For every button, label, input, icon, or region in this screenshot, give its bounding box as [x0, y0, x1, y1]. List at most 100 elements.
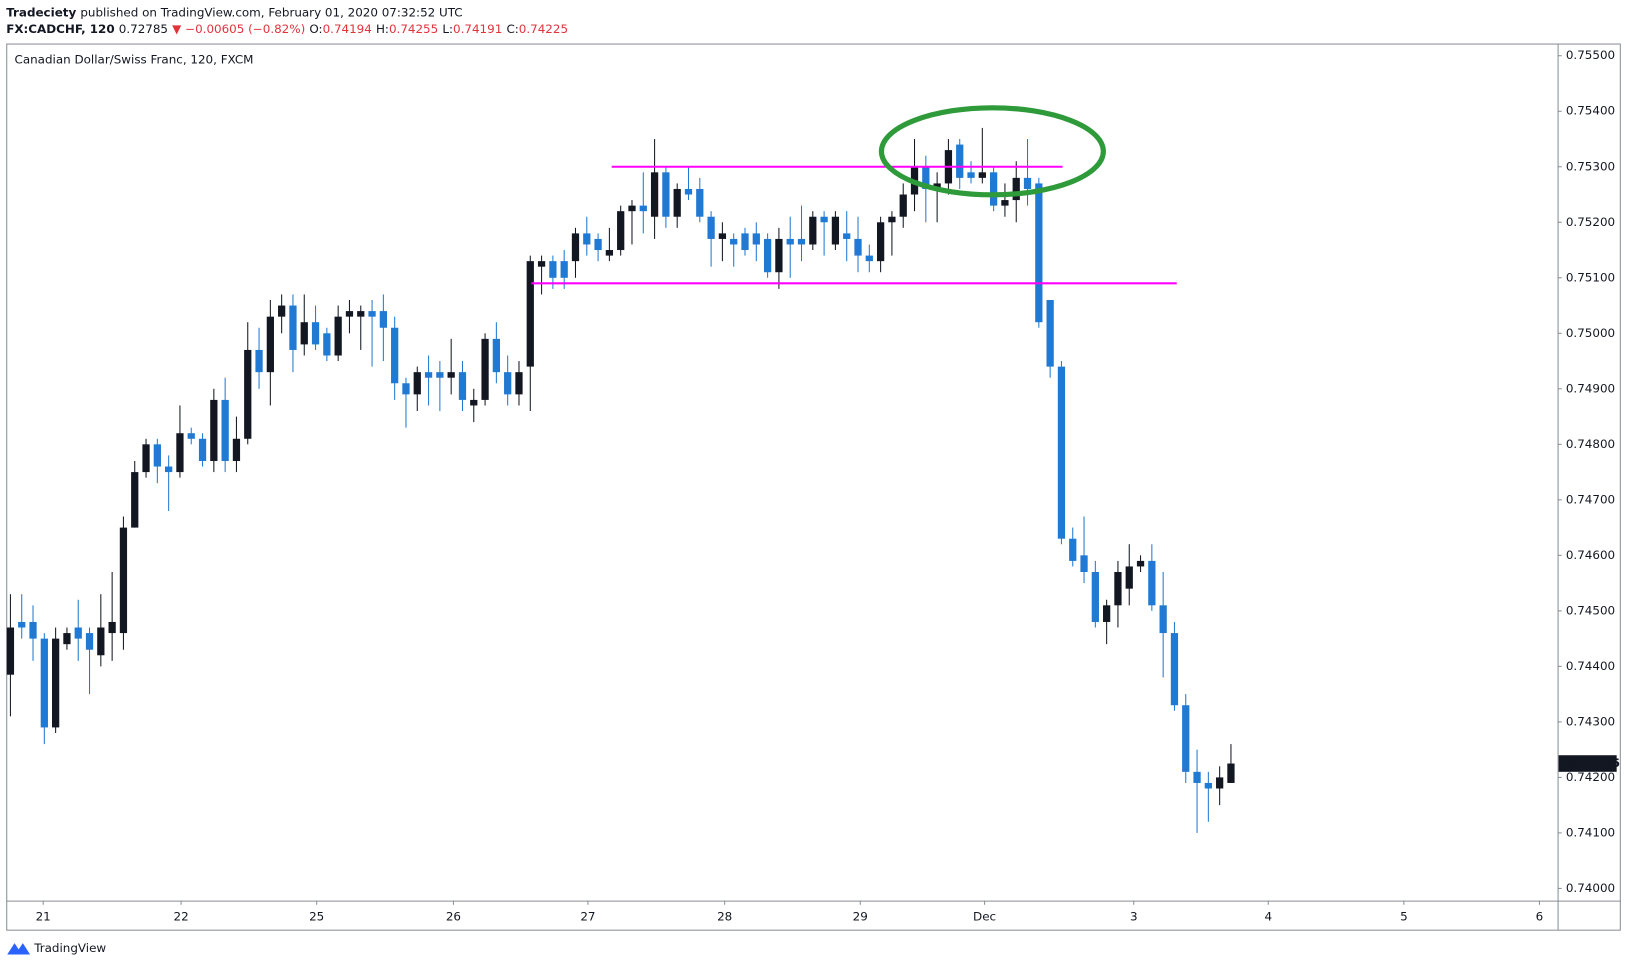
- chart-frame: [6, 43, 1621, 931]
- candle-body: [978, 172, 986, 178]
- candle-body: [922, 166, 930, 189]
- candle-body: [1216, 777, 1224, 789]
- chart-title: Canadian Dollar/Swiss Franc, 120, FXCM: [15, 53, 254, 67]
- candle-body: [888, 216, 896, 223]
- candle-body: [97, 627, 105, 656]
- candle-body: [763, 238, 772, 273]
- candle-body: [854, 238, 862, 256]
- candle-body: [232, 438, 241, 461]
- candle-body: [165, 466, 173, 473]
- candle-body: [1125, 566, 1133, 589]
- candle-body: [1136, 560, 1145, 567]
- c: 0.74225: [519, 22, 568, 36]
- x-tick-label: 22: [173, 910, 188, 924]
- x-tick-label: 5: [1400, 910, 1408, 924]
- l-label: L:: [442, 22, 453, 36]
- x-tick-label: Dec: [973, 910, 996, 924]
- candle-body: [278, 305, 286, 317]
- y-tick-label: 0.74400: [1566, 659, 1615, 673]
- y-tick-label: 0.74200: [1566, 770, 1615, 784]
- candle-body: [6, 627, 15, 675]
- candle-body: [1091, 572, 1099, 622]
- candle-body: [967, 172, 975, 178]
- candle-body: [108, 621, 116, 634]
- last-price-tag: [1558, 755, 1617, 772]
- candle-body: [843, 233, 851, 239]
- candle-body: [684, 188, 693, 195]
- candle-body: [786, 238, 794, 245]
- candle-body: [1012, 177, 1020, 201]
- candle-body: [323, 333, 331, 356]
- change: ▼ −0.00605 (−0.82%): [172, 22, 305, 36]
- candle-body: [1046, 299, 1054, 367]
- candle-body: [571, 233, 580, 262]
- candle-body: [85, 633, 94, 650]
- highlight-ellipse: [878, 105, 1106, 198]
- candle-body: [40, 638, 48, 728]
- h-label: H:: [376, 22, 389, 36]
- candle-body: [492, 338, 501, 373]
- candle-body: [628, 205, 636, 212]
- candle-body: [1069, 538, 1077, 561]
- x-tick-label: 27: [580, 910, 595, 924]
- candle-body: [1001, 200, 1009, 206]
- x-tick-label: 25: [309, 910, 324, 924]
- candle-body: [153, 444, 161, 467]
- candle-body: [424, 372, 433, 378]
- plot: [6, 127, 1235, 833]
- candle-body: [549, 261, 557, 278]
- header-line: Tradeciety published on TradingView.com, …: [6, 5, 462, 19]
- y-tick-label: 0.75000: [1566, 326, 1615, 340]
- y-tick-label: 0.75500: [1566, 48, 1615, 62]
- y-tick-label: 0.74700: [1566, 492, 1615, 506]
- x-tick-label: 3: [1130, 910, 1138, 924]
- y-tick-label: 0.75200: [1566, 215, 1615, 229]
- candle-body: [639, 205, 647, 212]
- x-tick-label: 28: [717, 910, 732, 924]
- x-tick-label: 21: [36, 910, 51, 924]
- y-tick-label: 0.74900: [1566, 381, 1615, 395]
- candle-body: [707, 216, 715, 239]
- y-tick-label: 0.74300: [1566, 714, 1615, 728]
- price: 0.72785: [119, 22, 168, 36]
- candle-body: [594, 238, 602, 251]
- candle-body: [198, 438, 207, 461]
- candle-body: [1193, 771, 1201, 783]
- candle-body: [504, 372, 512, 395]
- logo-icon: [7, 943, 31, 955]
- candle-body: [368, 311, 376, 317]
- candle-body: [221, 399, 229, 461]
- candle-body: [1057, 366, 1066, 539]
- candle-body: [1227, 763, 1235, 783]
- candle-body: [458, 372, 467, 400]
- candle-body: [210, 399, 218, 461]
- candle-body: [696, 188, 704, 217]
- candle-body: [300, 322, 308, 345]
- y-tick-label: 0.74000: [1566, 881, 1615, 895]
- candle-body: [379, 311, 387, 328]
- candle-body: [63, 633, 71, 645]
- candle-body: [650, 172, 659, 217]
- candle-body: [391, 327, 399, 384]
- candle-body: [447, 372, 455, 378]
- candle-body: [29, 621, 37, 639]
- candle-body: [831, 216, 840, 245]
- candle-body: [1204, 782, 1212, 789]
- y-tick-label: 0.74500: [1566, 603, 1615, 617]
- candle-body: [797, 238, 806, 245]
- candle-body: [775, 238, 783, 273]
- x-tick-label: 26: [446, 910, 461, 924]
- candle-body: [956, 144, 964, 178]
- candle-body: [402, 383, 410, 395]
- x-tick-label: 4: [1264, 910, 1272, 924]
- candle-body: [876, 222, 885, 262]
- candle-body: [583, 233, 591, 245]
- candle-body: [289, 305, 297, 350]
- candle-body: [74, 627, 82, 639]
- candle-body: [662, 172, 670, 217]
- candle-body: [1035, 183, 1043, 323]
- candle-body: [142, 444, 150, 473]
- symbol: FX:CADCHF, 120: [6, 22, 114, 36]
